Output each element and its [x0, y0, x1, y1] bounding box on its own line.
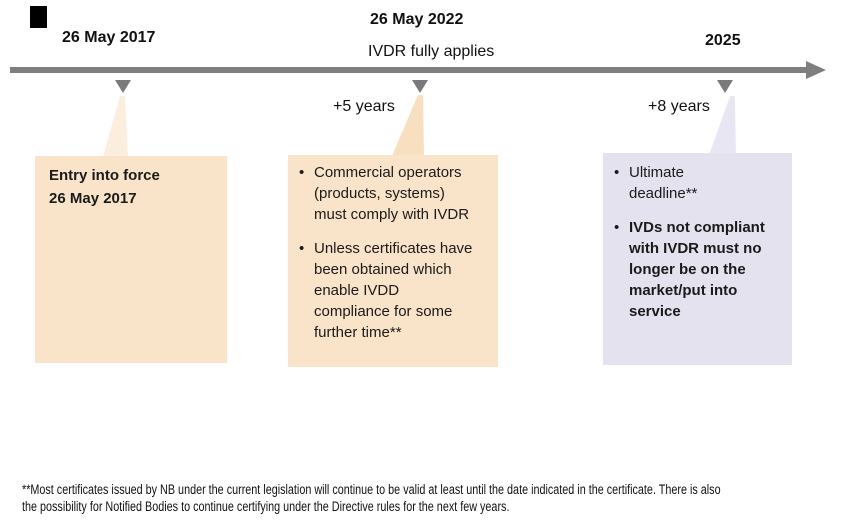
- entry-title-line1: Entry into force: [49, 167, 160, 184]
- callout-box-deadline: • Ultimate deadline** • IVDs not complia…: [603, 153, 792, 365]
- deadline-bullet-2-text: IVDs not compliant with IVDR must no lon…: [629, 219, 765, 320]
- timeline-arrowhead-icon: [806, 61, 826, 79]
- timeline-marker-2025-icon: [717, 80, 733, 93]
- callout-box-compliance: • Commercial operators (products, system…: [288, 155, 498, 367]
- compliance-bullet-1: • Commercial operators (products, system…: [288, 162, 498, 225]
- deadline-bullet-1-text: Ultimate deadline**: [629, 164, 698, 202]
- bullet-icon: •: [614, 164, 620, 181]
- black-corner-shape: [30, 6, 47, 28]
- footnote: **Most certificates issued by NB under t…: [22, 481, 721, 515]
- milestone-date-2025: 2025: [705, 32, 741, 49]
- callout-tail-compliance: [392, 95, 424, 156]
- entry-title-line2: 26 May 2017: [49, 190, 137, 207]
- deadline-bullet-2: • IVDs not compliant with IVDR must no l…: [603, 217, 792, 322]
- callout-tail-entry: [103, 96, 128, 157]
- footnote-line-2: the possibility for Notified Bodies to c…: [22, 499, 510, 514]
- timeline-bar: [10, 67, 807, 73]
- compliance-bullet-2: • Unless certificates have been obtained…: [288, 238, 498, 343]
- footnote-line-1: **Most certificates issued by NB under t…: [22, 482, 721, 497]
- bullet-icon: •: [299, 240, 305, 257]
- callout-tail-deadline: [708, 96, 736, 158]
- bullet-icon: •: [299, 164, 305, 181]
- compliance-bullet-1-text: Commercial operators (products, systems)…: [314, 164, 470, 223]
- offset-label-8-years: +8 years: [648, 98, 710, 115]
- milestone-date-2017: 26 May 2017: [62, 29, 156, 46]
- milestone-subtitle-ivdr-applies: IVDR fully applies: [368, 43, 495, 60]
- deadline-bullet-1: • Ultimate deadline**: [603, 162, 792, 204]
- milestone-date-2022: 26 May 2022: [370, 11, 464, 28]
- offset-label-5-years: +5 years: [333, 98, 395, 115]
- callout-box-entry: Entry into force 26 May 2017: [35, 156, 227, 363]
- bullet-icon: •: [614, 219, 620, 236]
- compliance-bullet-2-text: Unless certificates have been obtained w…: [314, 240, 473, 341]
- timeline-marker-2022-icon: [412, 80, 428, 93]
- timeline-marker-2017-icon: [115, 80, 131, 93]
